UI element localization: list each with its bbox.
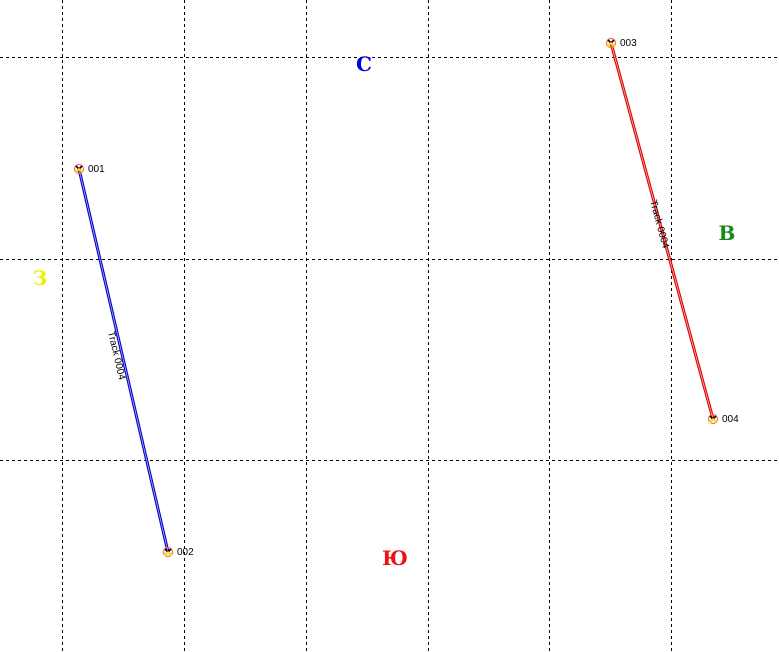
waypoint-marker-icon[interactable] [605, 37, 617, 49]
waypoint-marker-icon[interactable] [707, 413, 719, 425]
compass-south-label: Ю [382, 546, 408, 570]
waypoint-label: 004 [722, 414, 739, 425]
waypoint-label: 002 [177, 547, 194, 558]
waypoint-002[interactable]: 002 [162, 546, 195, 558]
track-blue[interactable]: Track 0004 [77, 168, 170, 553]
compass-north-label: С [356, 52, 372, 76]
waypoint-001[interactable]: 001 [73, 163, 106, 175]
track-red[interactable]: Track 0004 [609, 42, 715, 420]
track-label: Track 0004 [647, 199, 671, 250]
compass-east-label: В [719, 221, 736, 245]
waypoint-label: 003 [620, 38, 637, 49]
compass-west-label: З [33, 266, 47, 290]
waypoint-004[interactable]: 004 [707, 413, 740, 425]
waypoint-label: 001 [88, 164, 105, 175]
waypoint-marker-icon[interactable] [162, 546, 174, 558]
waypoint-003[interactable]: 003 [605, 37, 638, 49]
waypoint-marker-icon[interactable] [73, 163, 85, 175]
